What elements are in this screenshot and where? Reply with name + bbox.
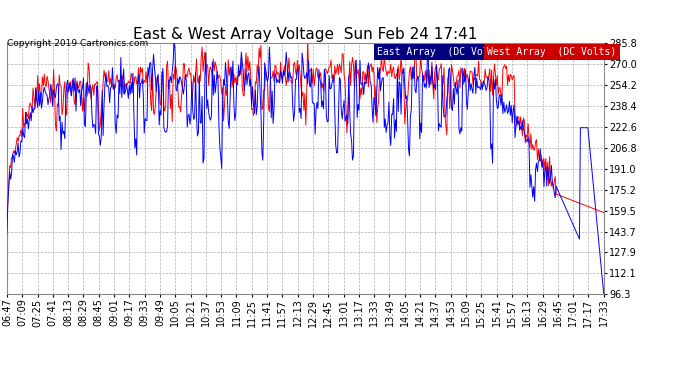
Title: East & West Array Voltage  Sun Feb 24 17:41: East & West Array Voltage Sun Feb 24 17:…	[133, 27, 477, 42]
Text: West Array  (DC Volts): West Array (DC Volts)	[487, 47, 617, 57]
Text: Copyright 2019 Cartronics.com: Copyright 2019 Cartronics.com	[7, 39, 148, 48]
Text: East Array  (DC Volts): East Array (DC Volts)	[377, 47, 506, 57]
